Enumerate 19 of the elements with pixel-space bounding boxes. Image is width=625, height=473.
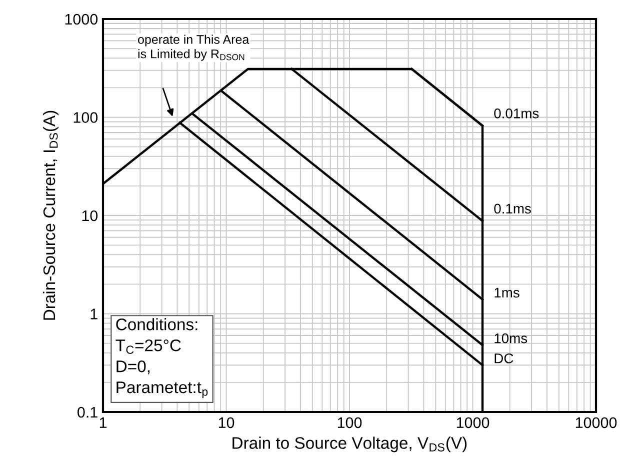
x-tick-label: 10000 (576, 417, 617, 428)
x-tick-label: 1 (100, 417, 107, 428)
x-axis-title: Drain to Source Voltage, V$_{DS}$(V) (232, 436, 467, 452)
x-tick-label: 1000 (456, 417, 490, 428)
x-tick-label: 100 (338, 417, 362, 428)
annotation: Conditions: T$_{C}$=25°C D=0, Parametet:t$_{p}$ (116, 318, 208, 398)
y-tick-label: 10 (82, 210, 98, 222)
series-label: 0.1ms (494, 204, 531, 214)
x-tick-label: 10 (218, 417, 234, 428)
series-label: DC (494, 353, 514, 364)
series-label: 10ms (494, 333, 528, 344)
y-axis-title: Drain-Source Current, I$_{DS}$(A) (42, 110, 58, 320)
series-label: 1ms (494, 288, 520, 298)
y-tick-label: 0.1 (78, 406, 98, 418)
series-label: 0.01ms (494, 108, 539, 118)
y-tick-label: 100 (74, 112, 98, 123)
y-tick-label: 1000 (65, 14, 98, 25)
y-tick-label: 1 (90, 308, 98, 320)
annotation: operate in This Area is Limited by R$_{DSON}$ (138, 34, 250, 61)
